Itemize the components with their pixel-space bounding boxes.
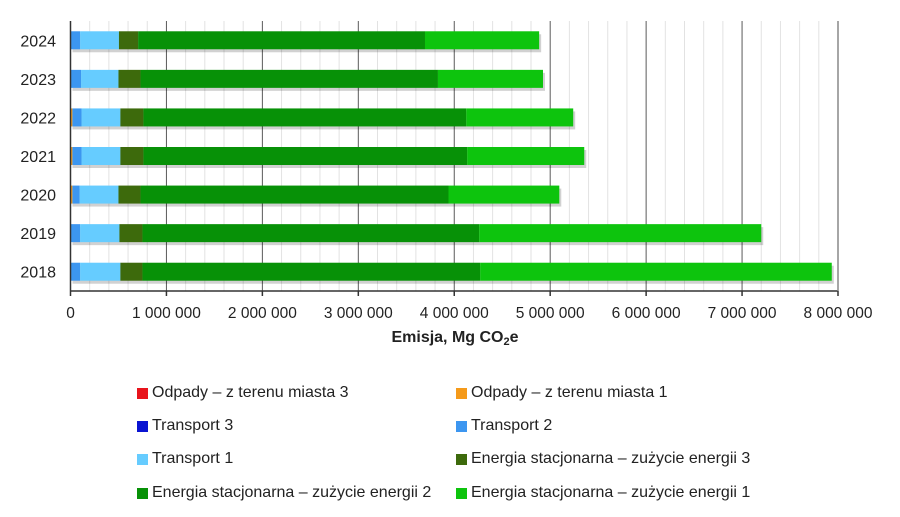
x-axis-title: Emisja, Mg CO2e	[0, 329, 900, 348]
legend-label: Odpady – z terenu miasta 3	[152, 384, 349, 401]
bar-segment	[480, 262, 832, 281]
legend-swatch	[456, 453, 467, 465]
bar-segment	[70, 262, 81, 281]
bar-segment	[70, 224, 81, 243]
legend-item: Transport 2	[456, 415, 552, 437]
bar-segment	[118, 185, 141, 204]
bar-2020	[70, 185, 562, 207]
x-tick-label: 1 000 000	[132, 305, 201, 322]
bar-segment	[479, 224, 762, 243]
bar-segment	[120, 147, 144, 165]
legend-label: Energia stacjonarna – zużycie energii 3	[471, 450, 751, 467]
bar-segment	[143, 108, 467, 127]
bar-segment	[70, 108, 73, 127]
legend-swatch	[456, 487, 467, 499]
legend-swatch	[137, 420, 148, 432]
legend-label: Energia stacjonarna – zużycie energii 2	[152, 484, 432, 501]
legend-item: Odpady – z terenu miasta 1	[456, 382, 668, 404]
legend-swatch	[137, 487, 148, 499]
bar-2023	[70, 69, 545, 91]
bar-segment	[120, 262, 143, 281]
x-tick-label: 4 000 000	[420, 305, 489, 322]
y-axis-labels: 2024 2023 2022 2021 2020 2019 2018	[20, 33, 56, 281]
x-axis-labels: 0 1 000 000 2 000 000 3 000 000 4 000 000 5 0…	[66, 305, 873, 322]
bar-segment	[70, 185, 73, 204]
bar-segment	[118, 31, 139, 50]
x-tick-label: 8 000 000	[804, 305, 873, 322]
bar-2021	[70, 147, 587, 168]
bar-2019	[70, 224, 764, 246]
x-tick-label: 2 000 000	[228, 305, 297, 322]
bar-segment	[81, 69, 119, 88]
bar-segment	[466, 108, 574, 127]
bar-segment	[79, 185, 119, 204]
bar-2024	[70, 31, 542, 53]
legend-label: Odpady – z terenu miasta 1	[471, 384, 668, 401]
bar-2018	[70, 262, 834, 284]
x-axis-title-subscript: 2	[503, 336, 510, 348]
bar-segment	[448, 185, 560, 204]
y-tick-label: 2019	[20, 226, 56, 243]
bar-segment	[467, 147, 585, 165]
legend-label: Energia stacjonarna – zużycie energii 1	[471, 484, 751, 501]
bars	[70, 31, 834, 284]
bar-segment	[72, 185, 80, 204]
bar-segment	[140, 69, 438, 88]
bar-segment	[72, 108, 82, 127]
bar-segment	[424, 31, 540, 50]
y-tick-label: 2021	[20, 149, 56, 166]
bar-segment	[120, 108, 144, 127]
legend-item: Energia stacjonarna – zużycie energii 2	[137, 482, 431, 504]
bar-segment	[70, 31, 81, 50]
bar-segment	[72, 147, 82, 165]
y-tick-label: 2018	[20, 265, 56, 282]
x-tick-label: 3 000 000	[324, 305, 393, 322]
legend-label: Transport 3	[152, 417, 234, 434]
legend-item: Transport 1	[137, 448, 233, 470]
x-tick-label: 5 000 000	[516, 305, 585, 322]
y-tick-label: 2020	[20, 188, 56, 205]
bar-segment	[80, 262, 121, 281]
bar-segment	[140, 185, 449, 204]
y-tick-label: 2023	[20, 72, 56, 89]
legend-swatch	[137, 387, 148, 399]
legend-swatch	[137, 453, 148, 465]
bar-segment	[142, 224, 480, 243]
legend-label: Transport 2	[471, 417, 553, 434]
axes	[69, 21, 839, 296]
bar-segment	[70, 69, 82, 88]
bar-segment	[70, 147, 73, 165]
legend-item: Transport 3	[137, 415, 233, 437]
x-tick-label: 0	[66, 305, 75, 322]
bar-segment	[138, 31, 425, 50]
legend-item: Energia stacjonarna – zużycie energii 1	[456, 482, 750, 504]
bar-segment	[80, 224, 120, 243]
bar-segment	[118, 69, 141, 88]
bar-segment	[143, 147, 468, 165]
bar-segment	[437, 69, 543, 88]
x-tick-label: 6 000 000	[612, 305, 681, 322]
bar-segment	[119, 224, 143, 243]
y-tick-label: 2022	[20, 110, 56, 127]
x-axis-title-tail: e	[509, 329, 519, 346]
bar-segment	[81, 147, 121, 165]
bar-segment	[142, 262, 481, 281]
legend-swatch	[456, 387, 467, 399]
x-axis-title-main: Emisja, Mg CO	[391, 329, 504, 346]
bar-segment	[80, 31, 119, 50]
bar-segment	[81, 108, 121, 127]
x-tick-label: 7 000 000	[708, 305, 777, 322]
legend-item: Odpady – z terenu miasta 3	[137, 382, 349, 404]
legend-item: Energia stacjonarna – zużycie energii 3	[456, 448, 750, 470]
legend-swatch	[456, 420, 467, 432]
bar-2022	[70, 108, 576, 130]
legend-label: Transport 1	[152, 450, 234, 467]
y-tick-label: 2024	[20, 33, 56, 50]
